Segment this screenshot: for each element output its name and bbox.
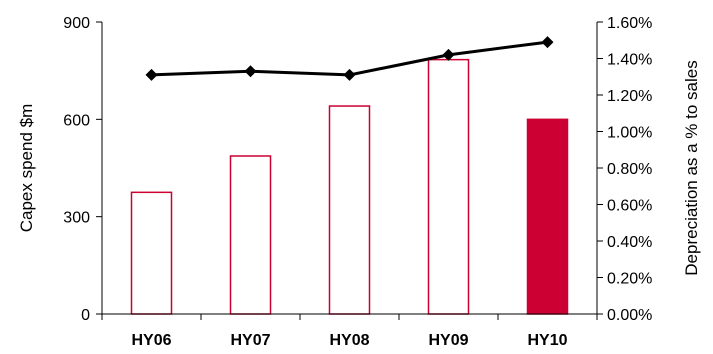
bar-hy09 [427, 58, 470, 315]
right-tick-label: 0.60% [607, 198, 652, 215]
left-tick-label: 0 [81, 307, 90, 324]
x-tick-label: HY08 [329, 332, 369, 349]
right-axis-title: Depreciation as a % to sales [682, 60, 701, 275]
right-tick-label: 0.80% [607, 161, 652, 178]
x-tick-label: HY10 [527, 332, 567, 349]
right-tick-label: 1.60% [607, 15, 652, 32]
right-axis: 0.00% 0.20% 0.40% 0.60% 0.80% 1.00% 1.20% 1.40%… [596, 15, 652, 324]
bar-hy06 [130, 191, 173, 315]
x-tick-label: HY09 [428, 332, 468, 349]
right-tick-label: 0.20% [607, 271, 652, 288]
line-point-hy06 [145, 68, 158, 81]
left-tick-label: 900 [63, 15, 90, 32]
left-tick-label: 600 [63, 112, 90, 129]
x-axis: HY06 HY07 HY08 HY09 HY10 [101, 313, 598, 349]
line-point-hy10 [541, 36, 554, 49]
line-point-hy09 [442, 48, 455, 61]
right-tick-label: 1.40% [607, 52, 652, 69]
right-tick-label: 1.20% [607, 88, 652, 105]
bar-hy07 [229, 155, 272, 315]
right-tick-label: 0.00% [607, 307, 652, 324]
bar-hy08 [328, 105, 371, 315]
bar-hy10 [526, 118, 569, 315]
x-tick-label: HY07 [230, 332, 270, 349]
line-series [145, 36, 554, 81]
line-point-hy08 [343, 68, 356, 81]
right-tick-label: 0.40% [607, 234, 652, 251]
right-tick-label: 1.00% [607, 125, 652, 142]
line-point-hy07 [244, 65, 257, 78]
bar-series [130, 58, 569, 315]
left-axis: 0 300 600 900 [63, 15, 103, 324]
left-axis-title: Capex spend $m [17, 104, 36, 233]
x-tick-label: HY06 [131, 332, 171, 349]
left-tick-label: 300 [63, 210, 90, 227]
